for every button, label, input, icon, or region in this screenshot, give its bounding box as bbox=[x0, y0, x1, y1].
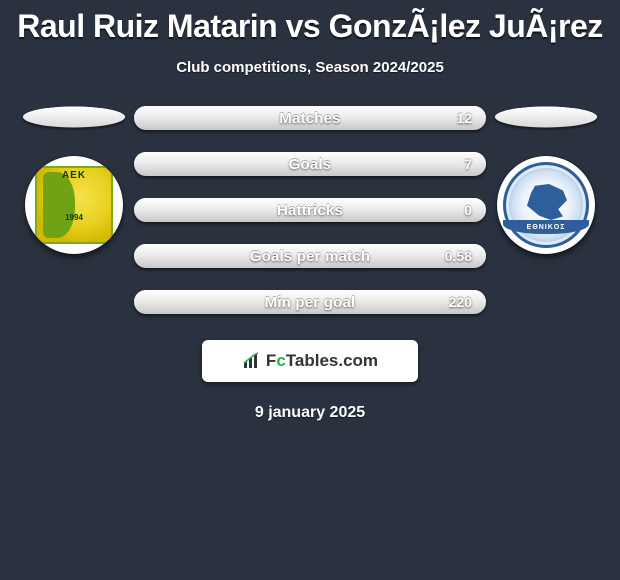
left-player-column: AEK 1994 bbox=[14, 106, 134, 254]
left-value-chip bbox=[23, 107, 125, 128]
stat-value: 0.58 bbox=[445, 248, 472, 264]
right-club-crest: EΘNIKOΣ bbox=[497, 156, 595, 254]
stat-bar-min-per-goal: Min per goal 220 bbox=[134, 290, 486, 314]
stat-label: Hattricks bbox=[277, 202, 343, 219]
stat-label: Goals per match bbox=[250, 248, 371, 265]
crest-right-band: EΘNIKOΣ bbox=[503, 220, 589, 234]
stat-value: 0 bbox=[464, 202, 472, 218]
stat-bar-matches: Matches 12 bbox=[134, 106, 486, 130]
ethnikos-crest-art: EΘNIKOΣ bbox=[503, 162, 589, 248]
crest-right-map-icon bbox=[527, 184, 567, 220]
stat-label: Goals bbox=[289, 156, 332, 173]
crest-left-abbr: AEK bbox=[35, 170, 113, 181]
crest-left-year: 1994 bbox=[35, 213, 113, 222]
brand-accent: c bbox=[276, 351, 285, 370]
comparison-title: Raul Ruiz Matarin vs GonzÃ¡lez JuÃ¡rez bbox=[0, 0, 620, 45]
right-player-column: EΘNIKOΣ bbox=[486, 106, 606, 254]
stat-label: Min per goal bbox=[265, 294, 356, 311]
stat-bar-goals-per-match: Goals per match 0.58 bbox=[134, 244, 486, 268]
brand-text: FcTables.com bbox=[266, 351, 378, 371]
stat-bar-goals: Goals 7 bbox=[134, 152, 486, 176]
brand-prefix: F bbox=[266, 351, 276, 370]
brand-suffix: Tables.com bbox=[286, 351, 378, 370]
footer-date: 9 january 2025 bbox=[0, 404, 620, 422]
stat-value: 220 bbox=[449, 294, 472, 310]
right-value-chip bbox=[495, 107, 597, 128]
comparison-main-row: AEK 1994 Matches 12 Goals 7 Hattricks 0 … bbox=[0, 106, 620, 314]
stat-bar-hattricks: Hattricks 0 bbox=[134, 198, 486, 222]
aek-crest-art: AEK 1994 bbox=[35, 166, 113, 244]
brand-badge[interactable]: FcTables.com bbox=[202, 340, 418, 382]
stats-bars: Matches 12 Goals 7 Hattricks 0 Goals per… bbox=[134, 106, 486, 314]
stat-value: 12 bbox=[456, 110, 472, 126]
fctables-logo-icon bbox=[242, 352, 260, 370]
left-club-crest: AEK 1994 bbox=[25, 156, 123, 254]
stat-label: Matches bbox=[279, 110, 340, 127]
comparison-subtitle: Club competitions, Season 2024/2025 bbox=[0, 59, 620, 76]
stat-value: 7 bbox=[464, 156, 472, 172]
